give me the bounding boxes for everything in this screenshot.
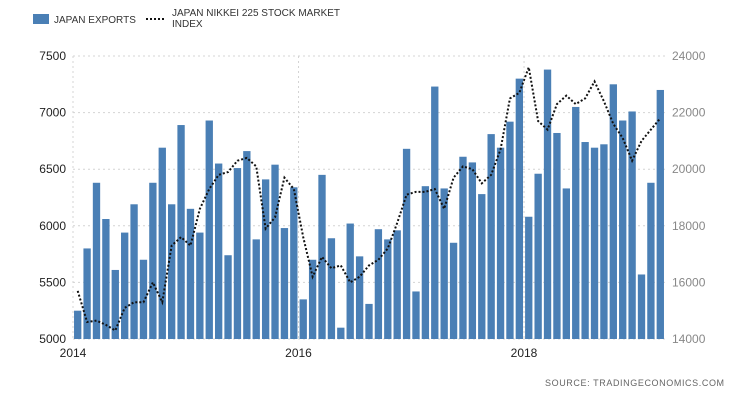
export-bar [525,216,533,339]
export-bar [205,120,213,340]
x-axis: 2014 2016 2018 [60,346,538,360]
export-bar [440,188,448,339]
nikkei-line-series [76,63,662,332]
x-axis-tick-label: 2016 [285,346,312,360]
export-bar [177,125,185,339]
left-y-axis: 5000 5500 6000 6500 7000 7500 [39,49,66,346]
export-bar [139,259,148,339]
right-axis-tick-label: 22000 [672,106,706,120]
right-axis-tick-label: 20000 [672,162,706,176]
left-axis-tick-label: 5000 [39,332,66,346]
right-axis-tick-label: 24000 [672,49,706,63]
export-bar [628,111,636,339]
export-bar [233,168,242,339]
export-bar [637,274,646,339]
export-bar [149,182,157,339]
export-bar [431,86,439,339]
export-bar [271,164,279,339]
legend-label-exports: JAPAN EXPORTS [54,15,136,26]
export-bar [243,151,251,339]
export-bar [393,230,401,339]
left-axis-tick-label: 7000 [39,106,66,120]
export-bar [562,188,570,339]
left-axis-tick-label: 7500 [39,49,66,63]
export-bar [590,147,599,339]
export-bar [346,223,354,339]
export-bar [402,148,411,339]
left-axis-tick-label: 6000 [39,219,66,233]
legend-label-nikkei-line: INDEX [172,19,203,30]
export-bar [299,299,307,339]
export-bar [355,256,364,339]
nikkei-line [76,63,662,332]
export-bar [327,238,336,339]
export-bar [337,327,345,339]
export-bar [121,232,129,339]
export-bar [656,89,664,340]
legend-swatch-exports [33,14,49,24]
export-bar [83,248,91,339]
export-bar [261,179,270,339]
export-bar [102,219,110,339]
x-axis-tick-label: 2018 [511,346,538,360]
export-bar [111,269,119,339]
left-axis-tick-label: 5500 [39,275,66,289]
export-bar [553,132,561,339]
legend: JAPAN EXPORTS JAPAN NIKKEI 225 STOCK MAR… [33,8,340,30]
exports-bar-series [74,69,664,340]
legend-label-nikkei: JAPAN NIKKEI 225 STOCK MARKET INDEX [172,8,340,30]
export-bar [92,182,101,339]
x-axis-tick-label: 2014 [60,346,87,360]
export-bar [196,232,204,339]
export-bar [186,208,195,339]
right-axis-tick-label: 18000 [672,219,706,233]
export-bar [459,156,467,339]
export-bar [384,239,392,339]
left-axis-tick-label: 6500 [39,162,66,176]
export-bar [478,194,486,339]
export-bar [534,173,542,339]
export-bar [421,186,430,339]
export-bar [572,106,580,339]
export-bar [252,239,260,339]
export-bar [543,69,552,339]
source-note: SOURCE: TRADINGECONOMICS.COM [545,378,725,388]
export-bar [515,78,524,339]
export-bar [647,182,655,339]
export-bar [412,291,420,339]
right-axis-tick-label: 14000 [672,332,706,346]
export-bar [318,174,326,339]
legend-label-nikkei-line: JAPAN NIKKEI 225 STOCK MARKET [172,8,340,19]
export-bar [214,163,223,339]
right-y-axis: 14000 16000 18000 20000 22000 24000 [672,49,706,346]
export-bar [374,229,383,339]
export-bar [168,204,176,339]
export-bar [506,121,514,339]
export-bar [308,259,317,339]
export-bar [224,255,232,339]
export-bar [290,187,298,339]
export-bar [365,303,373,339]
export-bar [130,204,138,339]
export-bar [581,142,589,339]
export-bar [609,84,617,339]
export-bar [619,120,627,340]
export-bar [496,147,505,339]
right-axis-tick-label: 16000 [672,275,706,289]
export-bar [158,147,166,339]
export-bar [449,242,458,339]
export-bar [74,310,82,339]
export-bar [280,228,289,339]
export-bar [468,162,477,339]
export-bar [600,144,608,339]
export-bar [487,134,495,339]
